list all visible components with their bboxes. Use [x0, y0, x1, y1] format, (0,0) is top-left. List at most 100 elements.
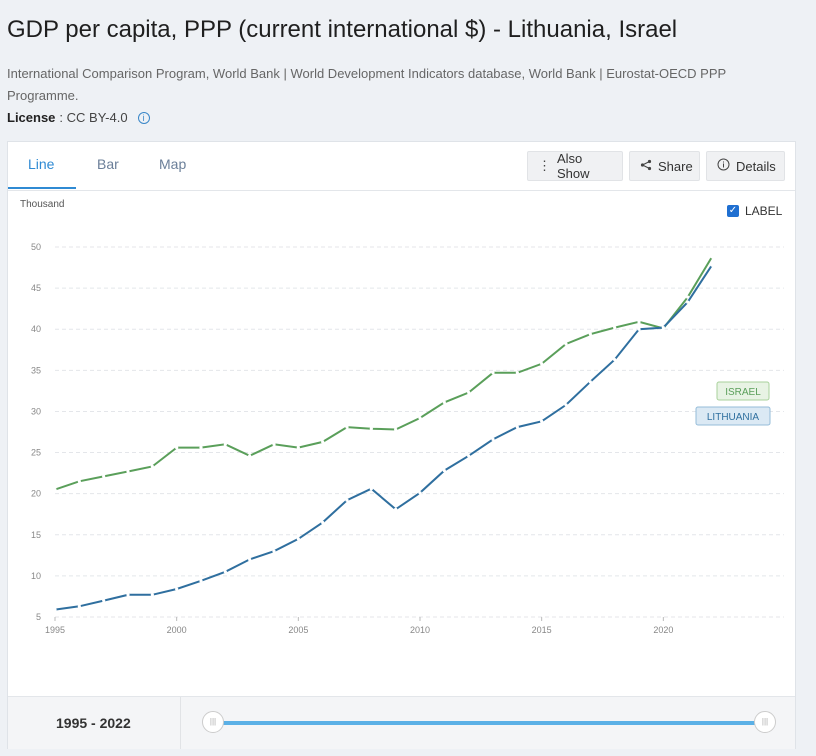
data-point-lithuania: [345, 499, 348, 502]
also-show-label: Also Show: [557, 151, 612, 181]
license-line: License : CC BY-4.0 i: [7, 110, 150, 125]
y-tick-label: 30: [31, 406, 41, 416]
data-point-israel: [370, 427, 373, 430]
data-point-israel: [321, 440, 324, 443]
data-point-lithuania: [637, 328, 640, 331]
range-separator: -: [87, 715, 99, 731]
share-button[interactable]: Share: [629, 151, 700, 181]
chart-panel: Line Bar Map ⋮ Also Show Share Details T…: [7, 141, 796, 749]
page-title: GDP per capita, PPP (current internation…: [7, 16, 677, 44]
data-point-israel: [637, 320, 640, 323]
license-value: : CC BY-4.0: [59, 110, 127, 125]
data-point-lithuania: [394, 508, 397, 511]
data-point-lithuania: [443, 469, 446, 472]
tab-line[interactable]: Line: [28, 156, 54, 172]
tab-map[interactable]: Map: [159, 156, 186, 172]
data-point-lithuania: [53, 608, 56, 611]
data-point-israel: [418, 416, 421, 419]
data-point-israel: [710, 255, 713, 258]
data-point-israel: [151, 465, 154, 468]
series-line-lithuania: [55, 265, 712, 609]
x-tick-label: 2010: [410, 625, 430, 635]
data-point-israel: [686, 296, 689, 299]
data-point-lithuania: [126, 593, 129, 596]
data-point-lithuania: [516, 425, 519, 428]
data-point-lithuania: [613, 358, 616, 361]
data-point-lithuania: [297, 537, 300, 540]
y-tick-label: 45: [31, 283, 41, 293]
data-point-israel: [102, 475, 105, 478]
slider-end-handle[interactable]: |||: [754, 711, 776, 733]
data-point-lithuania: [686, 300, 689, 303]
y-tick-label: 25: [31, 448, 41, 458]
line-chart: 5 10 15 20 25 30 35 40 45 50 1995 2000 2005 2010 2015 2…: [8, 190, 795, 690]
data-point-lithuania: [151, 593, 154, 596]
also-show-button[interactable]: ⋮ Also Show: [527, 151, 623, 181]
data-point-lithuania: [272, 550, 275, 553]
share-label: Share: [658, 159, 693, 174]
data-point-israel: [540, 362, 543, 365]
x-tick-label: 2020: [653, 625, 673, 635]
data-point-lithuania: [564, 403, 567, 406]
tab-bar[interactable]: Bar: [97, 156, 119, 172]
x-tick-label: 2005: [288, 625, 308, 635]
more-vertical-icon: ⋮: [538, 158, 551, 174]
footer-divider: [180, 697, 181, 749]
data-point-lithuania: [491, 438, 494, 441]
info-icon[interactable]: i: [138, 112, 150, 124]
data-point-israel: [564, 342, 567, 345]
range-start: 1995: [56, 715, 87, 731]
data-point-israel: [345, 425, 348, 428]
data-point-lithuania: [102, 599, 105, 602]
y-tick-label: 50: [31, 242, 41, 252]
data-point-israel: [78, 480, 81, 483]
data-point-lithuania: [467, 454, 470, 457]
data-point-lithuania: [78, 605, 81, 608]
details-button[interactable]: Details: [706, 151, 785, 181]
data-point-israel: [248, 454, 251, 457]
data-point-israel: [53, 488, 56, 491]
sources-text: International Comparison Program, World …: [7, 63, 797, 107]
data-point-israel: [516, 371, 519, 374]
year-range-label: 1995 - 2022: [56, 715, 131, 731]
data-point-lithuania: [662, 326, 665, 329]
range-end: 2022: [100, 715, 131, 731]
y-tick-label: 40: [31, 324, 41, 334]
data-point-israel: [443, 401, 446, 404]
year-range-slider[interactable]: [213, 721, 765, 725]
data-point-lithuania: [248, 558, 251, 561]
active-tab-indicator: [8, 187, 76, 189]
x-tick-label: 2015: [532, 625, 552, 635]
y-tick-label: 35: [31, 365, 41, 375]
data-point-israel: [224, 443, 227, 446]
data-point-israel: [272, 443, 275, 446]
data-point-israel: [297, 446, 300, 449]
data-point-israel: [394, 428, 397, 431]
data-point-lithuania: [540, 420, 543, 423]
y-tick-label: 10: [31, 571, 41, 581]
data-point-lithuania: [175, 587, 178, 590]
y-tick-label: 20: [31, 489, 41, 499]
slider-start-handle[interactable]: |||: [202, 711, 224, 733]
series-label-lithuania: LITHUANIA: [707, 412, 760, 423]
data-point-lithuania: [589, 380, 592, 383]
data-point-israel: [491, 371, 494, 374]
data-point-lithuania: [370, 487, 373, 490]
series-line-israel: [55, 257, 712, 490]
x-tick-label: 1995: [45, 625, 65, 635]
data-point-lithuania: [199, 579, 202, 582]
data-point-lithuania: [321, 521, 324, 524]
data-point-israel: [589, 333, 592, 336]
data-point-lithuania: [418, 491, 421, 494]
details-label: Details: [736, 159, 776, 174]
data-point-lithuania: [710, 263, 713, 266]
y-tick-label: 5: [36, 612, 41, 622]
chart-tabs: Line Bar Map ⋮ Also Show Share Details: [8, 142, 795, 191]
data-point-israel: [613, 326, 616, 329]
data-point-israel: [199, 446, 202, 449]
share-icon: [640, 159, 652, 174]
x-tick-label: 2000: [167, 625, 187, 635]
range-footer: 1995 - 2022 ||| |||: [8, 696, 795, 749]
data-point-israel: [175, 446, 178, 449]
y-tick-label: 15: [31, 530, 41, 540]
